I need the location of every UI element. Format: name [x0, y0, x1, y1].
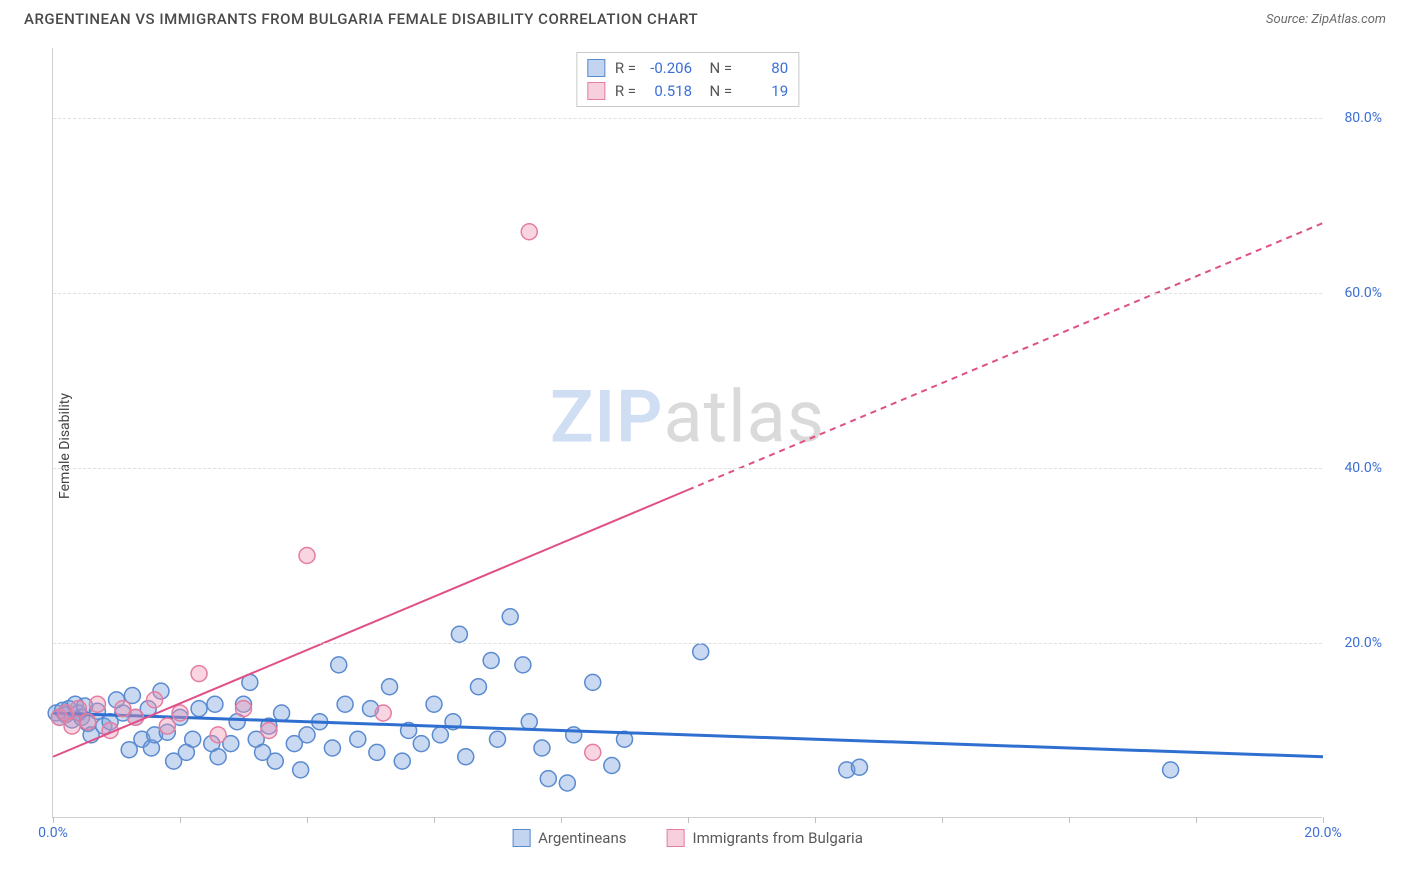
legend-label-1: Immigrants from Bulgaria [692, 829, 862, 847]
data-point [432, 727, 448, 743]
data-point [515, 657, 531, 673]
xtick [1069, 817, 1070, 823]
data-point [159, 718, 175, 734]
xtick [1196, 817, 1197, 823]
data-point [521, 714, 537, 730]
trend-line-ext [688, 223, 1323, 490]
data-point [413, 736, 429, 752]
data-point [172, 705, 188, 721]
stats-row-argentineans: R = -0.206 N = 80 [587, 57, 788, 80]
data-point [210, 749, 226, 765]
data-point [851, 759, 867, 775]
ytick-label: 20.0% [1344, 635, 1382, 651]
data-point [534, 740, 550, 756]
legend-swatch-blue-icon [512, 829, 530, 847]
swatch-blue-icon [587, 59, 605, 77]
legend-item-bulgaria: Immigrants from Bulgaria [666, 829, 862, 847]
ytick-label: 40.0% [1344, 460, 1382, 476]
data-point [451, 626, 467, 642]
data-point [274, 705, 290, 721]
ytick-label: 80.0% [1344, 110, 1382, 126]
data-point [470, 679, 486, 695]
stat-n-label-1: N = [702, 80, 732, 103]
data-point [394, 753, 410, 769]
stats-row-bulgaria: R = 0.518 N = 19 [587, 80, 788, 103]
scatter-plot [53, 48, 1322, 817]
data-point [207, 696, 223, 712]
data-point [693, 644, 709, 660]
data-point [559, 775, 575, 791]
data-point [426, 696, 442, 712]
ytick-label: 60.0% [1344, 285, 1382, 301]
data-point [458, 749, 474, 765]
xtick-label: 20.0% [1304, 825, 1342, 841]
stat-n-val-0: 80 [742, 57, 788, 80]
data-point [64, 718, 80, 734]
data-point [324, 740, 340, 756]
data-point [261, 723, 277, 739]
data-point [604, 758, 620, 774]
data-point [375, 705, 391, 721]
xtick [180, 817, 181, 823]
legend-label-0: Argentineans [538, 829, 626, 847]
data-point [337, 696, 353, 712]
data-point [299, 727, 315, 743]
stat-r-val-1: 0.518 [646, 80, 692, 103]
gridline-h [53, 293, 1322, 294]
page-title: ARGENTINEAN VS IMMIGRANTS FROM BULGARIA … [24, 10, 698, 28]
xtick [942, 817, 943, 823]
xtick [561, 817, 562, 823]
data-point [293, 762, 309, 778]
data-point [585, 744, 601, 760]
data-point [490, 731, 506, 747]
data-point [585, 674, 601, 690]
xtick [815, 817, 816, 823]
source-label: Source: ZipAtlas.com [1266, 12, 1386, 27]
gridline-h [53, 468, 1322, 469]
stat-n-val-1: 19 [742, 80, 788, 103]
data-point [185, 731, 201, 747]
stats-box: R = -0.206 N = 80 R = 0.518 N = 19 [576, 52, 799, 107]
gridline-h [53, 643, 1322, 644]
legend-swatch-pink-icon [666, 829, 684, 847]
data-point [369, 744, 385, 760]
data-point [191, 701, 207, 717]
stat-r-label: R = [615, 57, 636, 80]
data-point [210, 727, 226, 743]
xtick [688, 817, 689, 823]
swatch-pink-icon [587, 82, 605, 100]
xtick [434, 817, 435, 823]
stat-r-val-0: -0.206 [646, 57, 692, 80]
data-point [191, 666, 207, 682]
data-point [483, 653, 499, 669]
data-point [521, 224, 537, 240]
xtick [307, 817, 308, 823]
data-point [299, 548, 315, 564]
data-point [350, 731, 366, 747]
data-point [80, 714, 96, 730]
chart-area: ZIPatlas R = -0.206 N = 80 R = 0.518 N =… [52, 48, 1322, 818]
trend-line [53, 713, 1323, 757]
legend-bottom: Argentineans Immigrants from Bulgaria [512, 829, 863, 847]
legend-item-argentineans: Argentineans [512, 829, 626, 847]
xtick [1323, 817, 1324, 823]
stat-r-label-1: R = [615, 80, 636, 103]
data-point [1163, 762, 1179, 778]
data-point [236, 701, 252, 717]
xtick [53, 817, 54, 823]
stat-n-label: N = [702, 57, 732, 80]
data-point [147, 692, 163, 708]
gridline-h [53, 118, 1322, 119]
data-point [267, 753, 283, 769]
data-point [540, 771, 556, 787]
data-point [89, 696, 105, 712]
data-point [331, 657, 347, 673]
data-point [502, 609, 518, 625]
xtick-label: 0.0% [38, 825, 68, 841]
data-point [382, 679, 398, 695]
